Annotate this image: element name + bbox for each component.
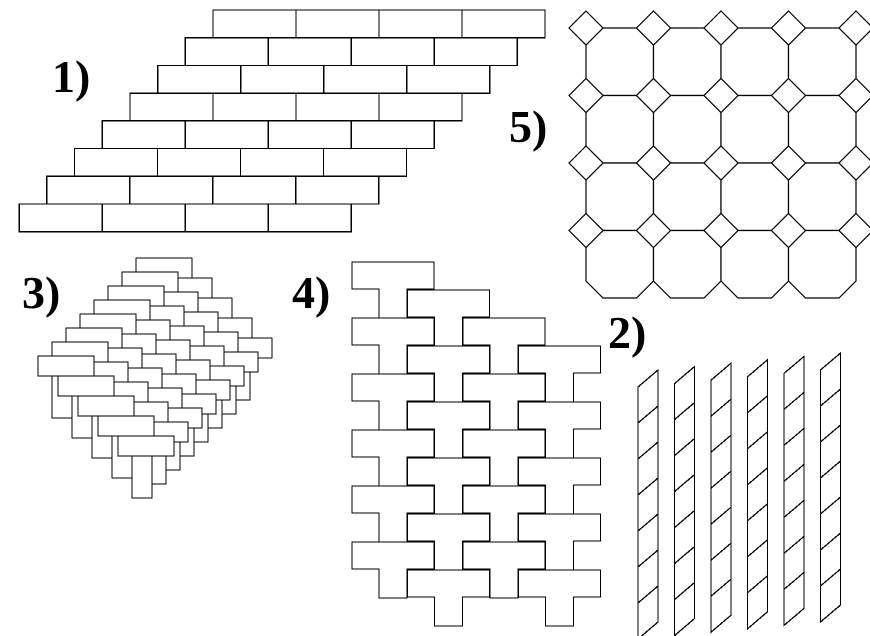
brick xyxy=(158,149,241,177)
octagon-tile xyxy=(654,163,722,231)
brick xyxy=(296,10,379,38)
octagon-tile xyxy=(721,231,789,299)
brick xyxy=(268,38,351,66)
label-panel-3: 3) xyxy=(22,267,60,318)
octagon-tile xyxy=(654,96,722,164)
brick xyxy=(241,65,324,93)
slanted-parallelogram-tiling xyxy=(638,353,841,636)
brick xyxy=(462,10,545,38)
octagon-tile xyxy=(721,163,789,231)
brick xyxy=(47,176,130,204)
octagon-tile xyxy=(586,231,654,299)
brick xyxy=(185,204,268,232)
brick xyxy=(324,149,407,177)
herringbone-brick-horizontal xyxy=(38,356,94,376)
brick xyxy=(158,65,241,93)
brick xyxy=(213,10,296,38)
brick xyxy=(130,176,213,204)
octagon-tile xyxy=(654,231,722,299)
brick xyxy=(379,10,462,38)
label-panel-4: 4) xyxy=(292,267,330,318)
octagon-square-tiling xyxy=(569,11,870,298)
octagon-tile xyxy=(789,231,857,299)
t-tile xyxy=(408,570,490,626)
brick xyxy=(351,38,434,66)
octagon-tile xyxy=(721,96,789,164)
brick xyxy=(351,121,434,149)
herringbone-brick-vertical xyxy=(132,456,152,498)
herringbone-brick-horizontal xyxy=(78,396,134,416)
running-bond-tiling xyxy=(19,10,545,232)
brick xyxy=(19,204,102,232)
octagon-tile xyxy=(586,28,654,96)
brick xyxy=(130,93,213,121)
brick xyxy=(185,38,268,66)
t-tile-tiling xyxy=(352,262,601,626)
brick xyxy=(324,65,407,93)
brick xyxy=(379,93,462,121)
octagon-tile xyxy=(654,28,722,96)
brick xyxy=(434,38,517,66)
brick xyxy=(75,149,158,177)
octagon-tile xyxy=(789,96,857,164)
brick xyxy=(268,121,351,149)
brick xyxy=(296,93,379,121)
brick xyxy=(213,93,296,121)
brick xyxy=(241,149,324,177)
brick xyxy=(102,121,185,149)
brick xyxy=(296,176,379,204)
herringbone-brick-horizontal xyxy=(118,436,174,456)
brick xyxy=(407,65,490,93)
brick xyxy=(213,176,296,204)
octagon-tile xyxy=(789,163,857,231)
brick xyxy=(185,121,268,149)
label-panel-1: 1) xyxy=(52,51,90,102)
label-panel-5: 5) xyxy=(509,101,547,152)
octagon-tile xyxy=(721,28,789,96)
herringbone-brick-horizontal xyxy=(98,416,154,436)
label-panel-2: 2) xyxy=(608,307,646,358)
brick xyxy=(268,204,351,232)
octagon-tile xyxy=(789,28,857,96)
herringbone-tiling xyxy=(38,258,272,498)
octagon-tile xyxy=(586,163,654,231)
octagon-tile xyxy=(586,96,654,164)
herringbone-brick-horizontal xyxy=(58,376,114,396)
brick xyxy=(102,204,185,232)
t-tile xyxy=(519,570,601,626)
